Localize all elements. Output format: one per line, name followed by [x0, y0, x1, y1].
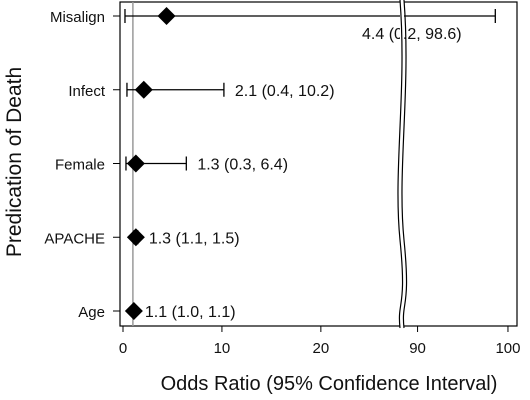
category-label: Female	[55, 157, 105, 174]
plot-area: Misalign 4.4 (0.2, 98.6) Infect 2.1 (0.4, 1…	[44, 0, 520, 357]
or-diamond	[157, 7, 176, 25]
x-tick-label: 90	[409, 340, 426, 357]
x-tick-label: 20	[313, 340, 330, 357]
or-diamond	[126, 228, 145, 247]
data-label: 1.3 (1.1, 1.5)	[149, 230, 240, 247]
category-label: Age	[78, 304, 105, 321]
axis-break-right	[401, 0, 408, 329]
category-label: Misalign	[50, 9, 105, 26]
axis-break-left	[397, 0, 404, 329]
category-label: APACHE	[44, 230, 105, 247]
data-label: 1.3 (0.3, 6.4)	[197, 157, 288, 174]
or-diamond	[126, 154, 145, 173]
x-tick-label: 100	[495, 340, 520, 357]
y-axis-title: Predication of Death	[3, 67, 26, 257]
data-label: 2.1 (0.4, 10.2)	[235, 83, 335, 100]
data-label: 1.1 (1.0, 1.1)	[145, 304, 236, 321]
data-label: 4.4 (0.2, 98.6)	[362, 26, 462, 43]
category-label: Infect	[68, 83, 106, 100]
or-diamond	[124, 302, 143, 320]
x-tick-label: 10	[214, 340, 231, 357]
or-diamond	[134, 80, 153, 99]
x-tick-label: 0	[119, 340, 127, 357]
x-axis-title: Odds Ratio (95% Confidence Interval)	[161, 373, 498, 395]
